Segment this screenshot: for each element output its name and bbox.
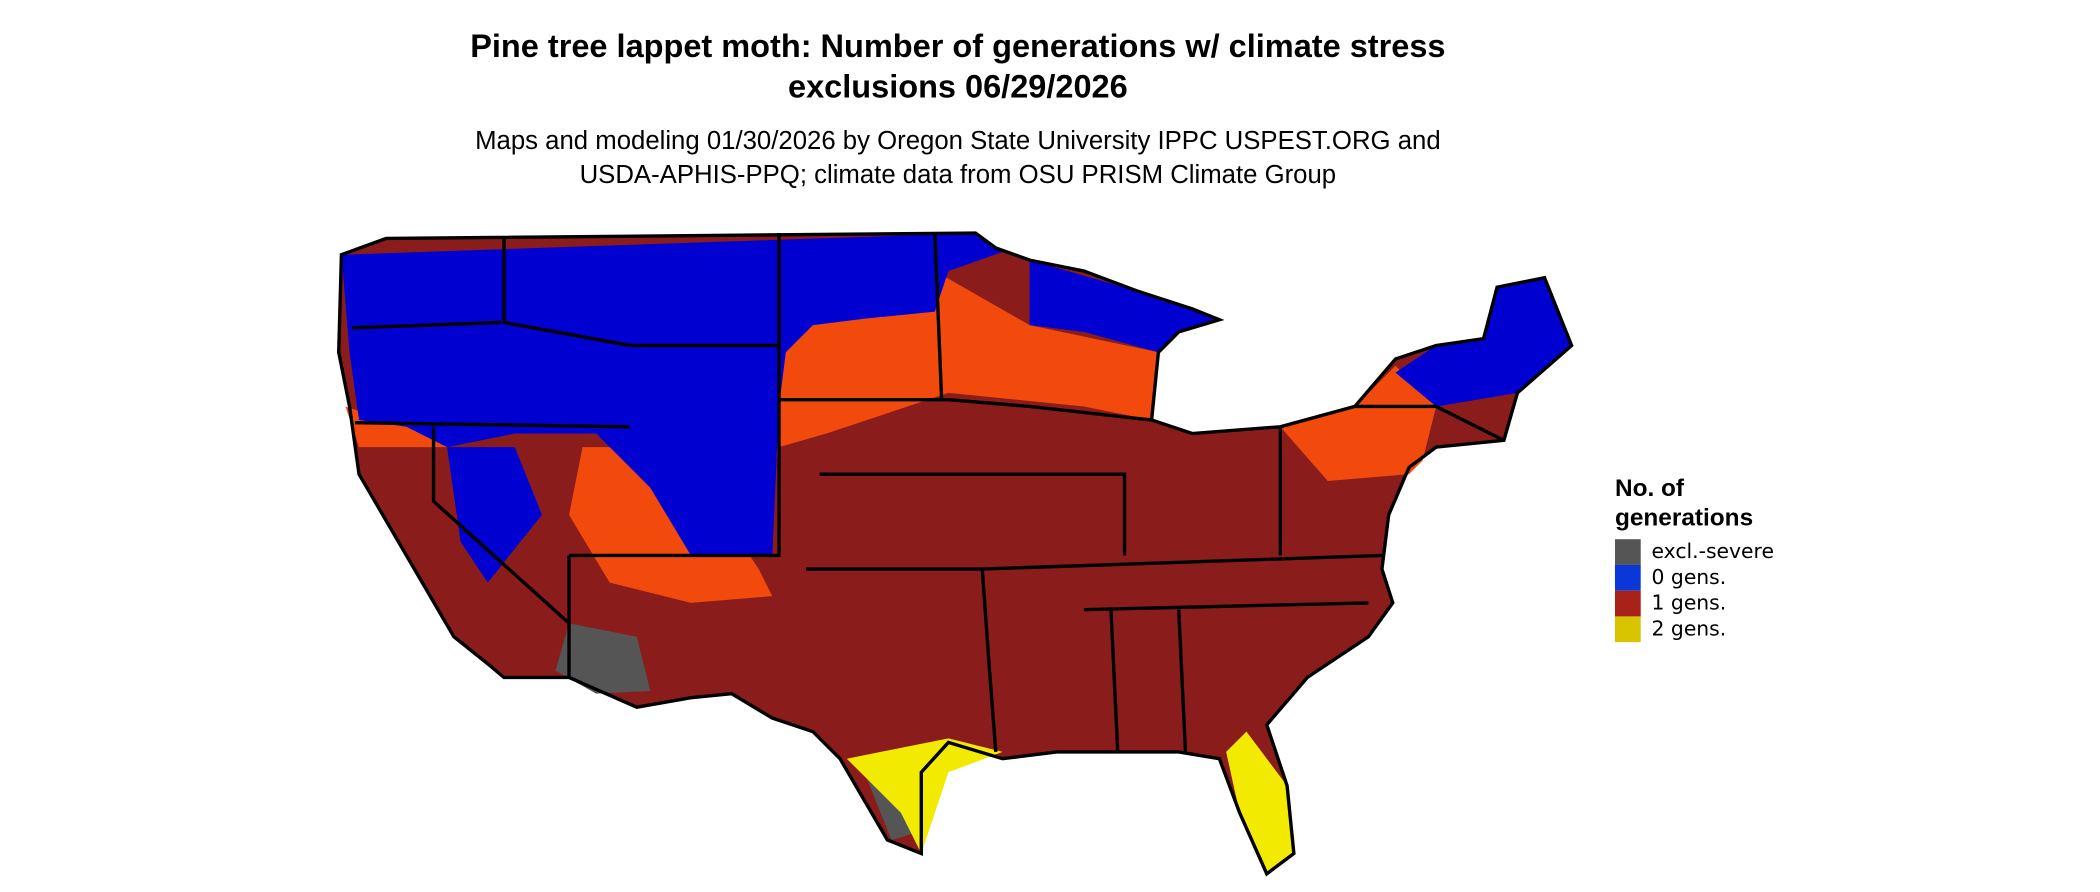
state-border	[1354, 404, 1505, 442]
region-0-gen	[447, 447, 542, 583]
legend-swatch	[1614, 564, 1641, 591]
title-line: exclusions 06/29/2026	[788, 69, 1128, 105]
state-border	[1177, 609, 1188, 752]
state-border	[982, 553, 1382, 571]
legend-label: excl.-severe	[1652, 539, 1774, 563]
region-orange	[758, 270, 1159, 542]
title-line: Pine tree lappet moth: Number of generat…	[470, 28, 1445, 64]
region-0-gen	[341, 233, 1003, 556]
state-border	[1083, 601, 1369, 612]
state-border	[779, 397, 1152, 422]
region-2-gen	[1226, 731, 1294, 874]
us-map	[337, 231, 1574, 877]
state-border	[819, 472, 1127, 556]
state-border	[354, 421, 631, 429]
region-2-gen	[846, 738, 1003, 854]
state-border	[502, 238, 631, 348]
region-excluded	[555, 623, 651, 694]
region-orange	[1280, 365, 1437, 481]
state-border	[806, 567, 998, 753]
legend-label: 1 gens.	[1652, 591, 1727, 615]
state-border	[352, 320, 502, 330]
state-border	[569, 343, 781, 558]
national-border	[337, 231, 1574, 877]
legend-title: No. of	[1615, 475, 1685, 502]
legend-swatch	[1614, 539, 1641, 565]
borders	[337, 231, 1574, 877]
subtitle-line: Maps and modeling 01/30/2026 by Oregon S…	[475, 127, 1441, 155]
legend-label: 0 gens.	[1652, 565, 1727, 589]
state-border	[431, 426, 571, 625]
state-border	[1109, 609, 1120, 752]
region-orange	[569, 447, 773, 603]
state-border	[933, 232, 944, 400]
subtitle-line: USDA-APHIS-PPQ; climate data from OSU PR…	[580, 161, 1337, 189]
legend-swatch	[1614, 616, 1641, 643]
region-0-gen	[1395, 277, 1572, 407]
legend-title: generations	[1615, 505, 1753, 532]
region-0-gen	[1029, 260, 1220, 353]
legend-swatch	[1614, 590, 1641, 617]
region-excluded	[867, 779, 915, 840]
legend-label: 2 gens.	[1652, 616, 1727, 640]
